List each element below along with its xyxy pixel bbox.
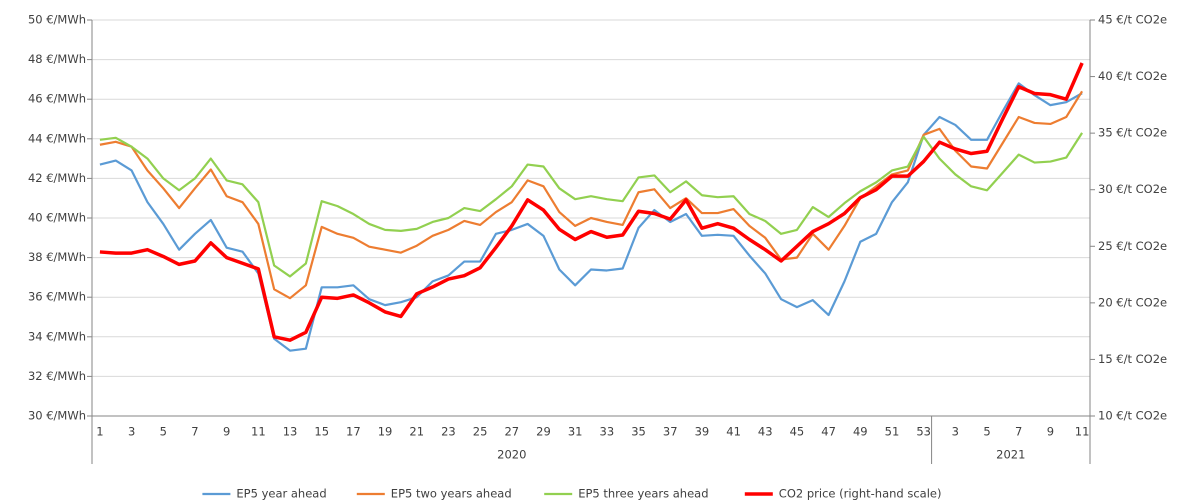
legend-label: CO2 price (right-hand scale) xyxy=(779,487,942,501)
x-tick-label: 3 xyxy=(128,425,135,439)
y-tick-label: 48 €/MWh xyxy=(28,52,86,66)
x-tick-label: 31 xyxy=(568,425,583,439)
x-tick-label: 5 xyxy=(983,425,990,439)
x-tick-label: 15 xyxy=(314,425,329,439)
legend-label: EP5 year ahead xyxy=(236,487,326,501)
x-tick-label: 39 xyxy=(695,425,710,439)
y2-tick-label: 15 €/t CO2e xyxy=(1098,352,1167,366)
y-tick-label: 34 €/MWh xyxy=(28,329,86,343)
x-tick-label: 51 xyxy=(885,425,900,439)
group-label: 2021 xyxy=(996,448,1025,462)
series-line xyxy=(99,62,1084,342)
y-tick-label: 46 €/MWh xyxy=(28,92,86,106)
x-tick-label: 45 xyxy=(790,425,805,439)
x-tick-label: 13 xyxy=(283,425,298,439)
x-tick-label: 19 xyxy=(378,425,393,439)
x-tick-label: 17 xyxy=(346,425,361,439)
y-tick-label: 36 €/MWh xyxy=(28,290,86,304)
x-tick-label: 43 xyxy=(758,425,773,439)
group-label: 2020 xyxy=(497,448,526,462)
x-tick-label: 3 xyxy=(952,425,959,439)
legend-label: EP5 two years ahead xyxy=(391,487,512,501)
x-tick-label: 7 xyxy=(1015,425,1022,439)
x-tick-label: 47 xyxy=(821,425,836,439)
x-tick-label: 21 xyxy=(409,425,424,439)
y-tick-label: 50 €/MWh xyxy=(28,13,86,27)
y2-tick-label: 35 €/t CO2e xyxy=(1098,126,1167,140)
x-tick-label: 41 xyxy=(726,425,741,439)
x-tick-label: 25 xyxy=(473,425,488,439)
y2-tick-label: 30 €/t CO2e xyxy=(1098,182,1167,196)
x-tick-label: 9 xyxy=(223,425,230,439)
y2-tick-label: 45 €/t CO2e xyxy=(1098,13,1167,27)
x-tick-label: 11 xyxy=(1075,425,1090,439)
y-tick-label: 38 €/MWh xyxy=(28,250,86,264)
legend-label: EP5 three years ahead xyxy=(578,487,708,501)
x-tick-label: 23 xyxy=(441,425,456,439)
x-tick-label: 27 xyxy=(504,425,519,439)
x-tick-label: 37 xyxy=(663,425,678,439)
x-tick-label: 1 xyxy=(96,425,103,439)
y-tick-label: 42 €/MWh xyxy=(28,171,86,185)
x-tick-label: 5 xyxy=(160,425,167,439)
x-tick-label: 35 xyxy=(631,425,646,439)
y-tick-label: 30 €/MWh xyxy=(28,409,86,423)
x-tick-label: 7 xyxy=(191,425,198,439)
y2-tick-label: 40 €/t CO2e xyxy=(1098,69,1167,83)
y2-tick-label: 20 €/t CO2e xyxy=(1098,295,1167,309)
x-tick-label: 11 xyxy=(251,425,266,439)
y2-tick-label: 25 €/t CO2e xyxy=(1098,239,1167,253)
x-tick-label: 33 xyxy=(600,425,615,439)
y-tick-label: 32 €/MWh xyxy=(28,369,86,383)
x-tick-label: 49 xyxy=(853,425,868,439)
x-tick-label: 53 xyxy=(916,425,931,439)
y2-tick-label: 10 €/t CO2e xyxy=(1098,409,1167,423)
x-tick-label: 9 xyxy=(1047,425,1054,439)
y-tick-label: 40 €/MWh xyxy=(28,211,86,225)
series-line xyxy=(99,132,1084,278)
y-tick-label: 44 €/MWh xyxy=(28,131,86,145)
x-tick-label: 29 xyxy=(536,425,551,439)
